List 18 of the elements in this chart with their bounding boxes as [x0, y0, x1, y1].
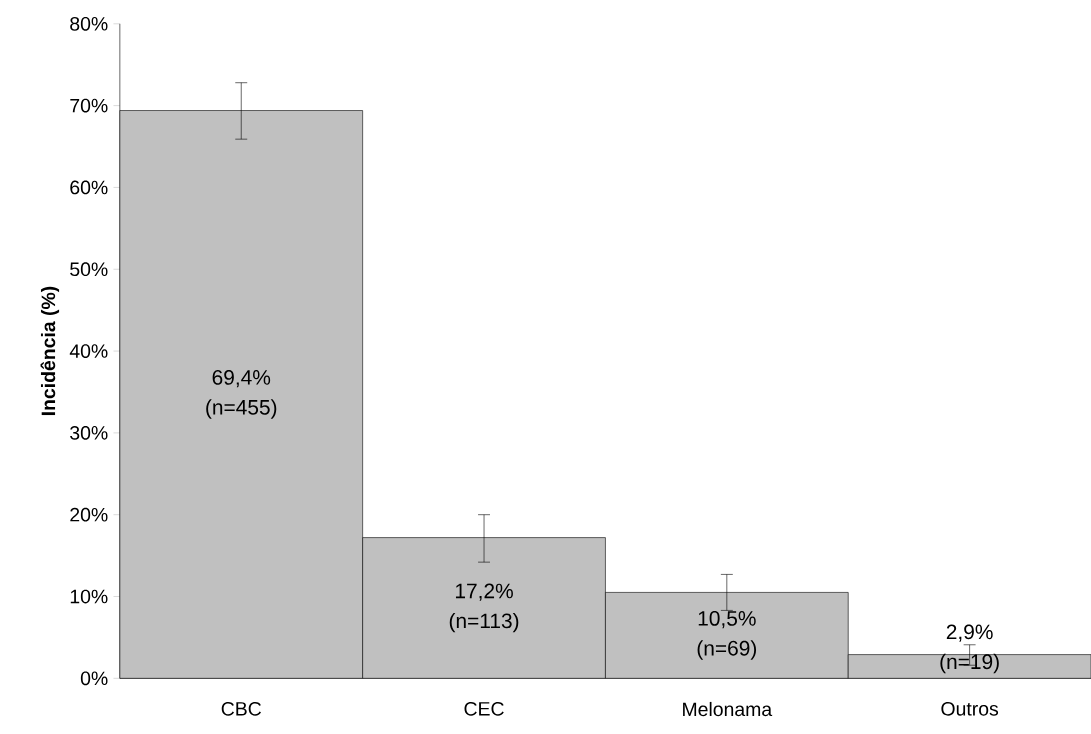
x-tick-label: Melonama	[683, 701, 773, 716]
x-tick-label: CEC	[464, 701, 504, 716]
y-tick-label: 80%	[70, 16, 108, 31]
data-label: 17,2% (n=113)	[449, 583, 519, 633]
x-tick-label: Outros	[941, 701, 999, 716]
y-tick-label: 50%	[70, 262, 108, 276]
y-tick-label: 0%	[80, 671, 108, 685]
x-tick-label: CBC	[221, 701, 261, 716]
y-tick-label: 30%	[70, 425, 108, 440]
y-tick-label: 60%	[70, 180, 108, 195]
y-tick-label: 10%	[70, 589, 108, 604]
y-tick-label: 70%	[70, 98, 108, 113]
data-label: 69,4% (n=455)	[206, 369, 277, 419]
data-label: 10,5% (n=69)	[697, 610, 757, 660]
y-tick-label: 20%	[70, 507, 108, 522]
y-axis-title: Incidência (%)	[40, 286, 60, 415]
y-tick-label: 40%	[69, 343, 108, 358]
data-label: 2,9% (n=19)	[940, 624, 999, 674]
